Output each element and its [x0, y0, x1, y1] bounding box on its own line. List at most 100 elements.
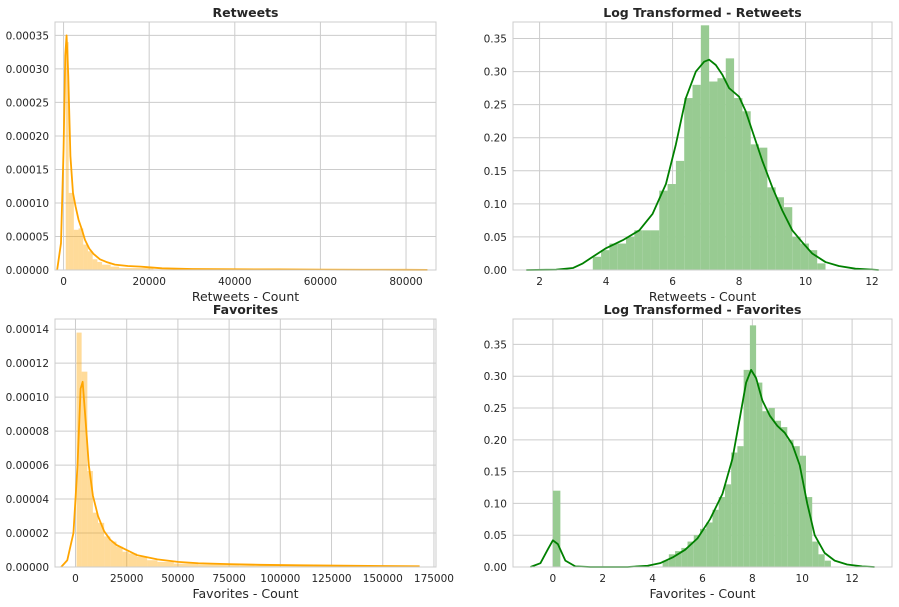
charts-retweets-y-tick-label-4: 0.00020 — [6, 131, 49, 143]
charts-log-favorites-x-tick-label-4: 8 — [749, 573, 756, 585]
charts-log-favorites-bar-25 — [812, 541, 819, 567]
charts-log-retweets-bar-11 — [684, 98, 693, 270]
charts-favorites-frame — [54, 318, 437, 568]
charts-log-retweets-x-tick-label-0: 2 — [536, 276, 543, 288]
charts-log-retweets-bar-7 — [650, 230, 660, 270]
charts-log-favorites-bar-18 — [768, 408, 775, 567]
charts-retweets-y-tick-label-1: 0.00005 — [6, 231, 49, 243]
charts-retweets-y-tick-label-5: 0.00025 — [6, 97, 49, 109]
charts-favorites-x-tick-label-1: 25000 — [110, 573, 143, 585]
charts-log-retweets-frame — [512, 21, 893, 271]
charts-retweets-bar-8 — [102, 264, 111, 270]
charts-log-retweets-y-tick-label-3: 0.15 — [484, 166, 507, 178]
charts-log-favorites-bar-22 — [793, 446, 800, 567]
charts-retweets-bar-4 — [83, 244, 88, 270]
charts-favorites-bar-7 — [116, 546, 123, 567]
charts-log-retweets-bar-14 — [709, 81, 718, 271]
charts-favorites-x-tick-label-0: 0 — [72, 573, 79, 585]
charts-favorites-y-tick-label-3: 0.00006 — [6, 460, 50, 472]
charts-favorites-bar-8 — [122, 551, 129, 567]
charts-retweets-y-tick-label-7: 0.00035 — [6, 30, 49, 42]
charts-log-retweets-panel: 2 4 6 8 10 12 0.00 0.05 0.10 0.15 0.20 0.25 0.30 0.35… — [484, 5, 893, 304]
charts-log-favorites-bar-15 — [749, 325, 757, 567]
charts-log-favorites-frame — [512, 318, 893, 568]
charts-retweets-title: Retweets — [213, 5, 279, 20]
charts-log-retweets-bar-16 — [725, 58, 735, 270]
charts-retweets-bar-7 — [97, 261, 103, 270]
charts-favorites-y-tick-label-6: 0.00012 — [6, 358, 49, 370]
charts-log-favorites-bar-26 — [818, 554, 825, 567]
charts-retweets-frame — [54, 21, 437, 271]
charts-log-retweets-bar-1 — [601, 250, 610, 270]
charts-log-favorites-bar-17 — [762, 411, 769, 567]
charts-log-favorites-x-tick-label-3: 6 — [699, 573, 706, 585]
charts-log-favorites-bar-27 — [824, 560, 831, 567]
charts-log-favorites-bar-21 — [787, 439, 794, 567]
charts-log-favorites-bar-11 — [724, 484, 732, 567]
charts-log-retweets-title: Log Transformed - Retweets — [603, 5, 801, 20]
charts-log-favorites-x-tick-label-6: 12 — [845, 573, 858, 585]
charts-log-retweets-y-tick-label-5: 0.25 — [484, 100, 507, 112]
charts-favorites-x-tick-label-6: 150000 — [363, 573, 403, 585]
charts-favorites-bar-13 — [173, 563, 199, 567]
charts-log-favorites-x-tick-label-5: 10 — [796, 573, 809, 585]
charts-log-favorites-panel: 0 2 4 6 8 10 12 0.00 0.05 0.10 0.15 0.20 0.25 0.30 0.3… — [484, 302, 893, 601]
charts-log-favorites-title: Log Transformed - Favorites — [604, 302, 802, 317]
charts-log-retweets-bar-20 — [759, 147, 768, 270]
charts-log-favorites-bar-12 — [731, 452, 738, 567]
charts-log-retweets-bar-26 — [808, 250, 818, 270]
charts-log-favorites-kde-line — [530, 368, 875, 568]
charts-log-favorites-bar-1 — [662, 560, 669, 567]
charts-log-retweets-bar-8 — [659, 190, 668, 270]
charts-favorites-bar-12 — [157, 561, 174, 567]
charts-log-retweets-y-tick-label-1: 0.05 — [484, 232, 507, 244]
charts-log-retweets-bar-23 — [783, 207, 793, 270]
charts-retweets-x-tick-label-1: 20000 — [132, 276, 165, 288]
charts-log-retweets-bar-13 — [700, 25, 710, 270]
charts-retweets-kde-line — [56, 34, 428, 271]
charts-retweets-y-tick-label-0: 0.00000 — [6, 265, 49, 277]
charts-log-favorites-bar-3 — [675, 551, 682, 567]
charts-log-retweets-bar-5 — [634, 230, 643, 270]
charts-log-favorites-y-tick-label-6: 0.30 — [484, 371, 507, 383]
charts-log-favorites-bar-5 — [687, 541, 694, 567]
charts-retweets-y-tick-label-3: 0.00015 — [6, 164, 49, 176]
charts-log-favorites-bar-2 — [668, 554, 676, 567]
charts-retweets-bar-11 — [132, 267, 154, 270]
charts-log-favorites-bar-8 — [706, 522, 713, 567]
charts-log-retweets-bar-22 — [775, 197, 784, 270]
charts-log-favorites-bar-20 — [781, 427, 788, 567]
charts-log-retweets-y-tick-label-2: 0.10 — [484, 199, 507, 211]
charts-log-favorites-bar-19 — [774, 420, 782, 567]
charts-log-retweets-bar-0 — [592, 256, 602, 270]
charts-log-retweets-bar-6 — [642, 230, 651, 270]
charts-retweets-bar-0 — [65, 42, 69, 270]
charts-log-favorites-bar-13 — [737, 446, 744, 567]
charts-retweets-bar-9 — [110, 266, 120, 270]
charts-retweets-bar-6 — [92, 259, 98, 270]
charts-retweets-bar-1 — [68, 192, 74, 270]
charts-favorites-y-tick-label-1: 0.00002 — [6, 528, 49, 540]
charts-favorites-bar-5 — [104, 536, 111, 567]
charts-favorites-x-tick-label-3: 75000 — [212, 573, 245, 585]
charts-log-favorites-bar-14 — [743, 369, 750, 567]
charts-log-retweets-bar-24 — [792, 236, 801, 270]
charts-log-retweets-bar-3 — [617, 243, 627, 270]
charts-log-retweets-x-tick-label-3: 8 — [736, 276, 743, 288]
charts-log-retweets-kde-line — [526, 58, 879, 271]
charts-log-retweets-x-axis-label: Retweets - Count — [649, 289, 756, 304]
charts-favorites-kde-line — [60, 380, 420, 568]
charts-retweets-x-tick-label-2: 40000 — [218, 276, 251, 288]
charts-log-favorites-y-tick-label-3: 0.15 — [484, 467, 507, 479]
charts-favorites-bar-0 — [76, 332, 82, 567]
charts-retweets-bar-10 — [119, 267, 133, 270]
charts-log-favorites-bar-23 — [799, 455, 806, 567]
charts-retweets-x-tick-label-4: 80000 — [389, 276, 422, 288]
charts-log-favorites-bar-0 — [552, 490, 561, 567]
charts-log-favorites-bar-4 — [681, 547, 688, 567]
charts-log-retweets-y-tick-label-0: 0.00 — [484, 265, 507, 277]
charts-log-retweets-bar-2 — [609, 243, 618, 270]
charts-favorites-bar-14 — [198, 564, 240, 567]
charts-favorites-bar-4 — [98, 522, 105, 567]
charts-favorites-x-axis-label: Favorites - Count — [192, 586, 298, 601]
